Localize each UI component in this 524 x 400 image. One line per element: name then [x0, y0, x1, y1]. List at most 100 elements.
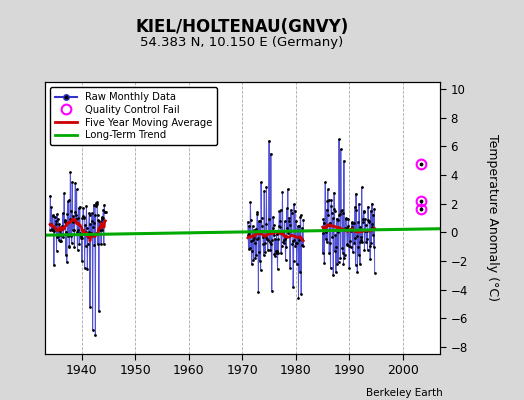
Point	[101, 209, 109, 215]
Point	[269, 222, 278, 228]
Point	[100, 202, 108, 208]
Point	[363, 247, 372, 253]
Point	[69, 219, 77, 225]
Point	[50, 262, 58, 268]
Point	[261, 249, 269, 256]
Point	[333, 228, 342, 235]
Point	[355, 200, 363, 207]
Point	[295, 237, 303, 243]
Point	[256, 258, 264, 264]
Point	[57, 238, 66, 244]
Point	[63, 258, 71, 265]
Point	[363, 235, 371, 242]
Point	[323, 198, 332, 204]
Point	[250, 240, 259, 246]
Point	[76, 230, 84, 236]
Point	[85, 212, 94, 218]
Point	[280, 237, 288, 243]
Point	[329, 272, 337, 278]
Point	[350, 220, 358, 226]
Point	[271, 252, 279, 259]
Point	[350, 240, 358, 246]
Point	[360, 246, 368, 253]
Point	[368, 200, 376, 207]
Point	[282, 243, 291, 250]
Point	[93, 200, 101, 207]
Point	[82, 229, 90, 236]
Point	[282, 234, 290, 241]
Point	[259, 234, 267, 240]
Point	[52, 248, 61, 254]
Point	[353, 269, 362, 276]
Point	[81, 243, 90, 249]
Point	[86, 221, 95, 228]
Point	[54, 236, 63, 243]
Point	[285, 218, 293, 224]
Point	[85, 210, 93, 216]
Point	[288, 210, 296, 217]
Point	[75, 203, 84, 210]
Text: KIEL/HOLTENAU(GNVY): KIEL/HOLTENAU(GNVY)	[136, 18, 348, 36]
Point	[67, 233, 75, 239]
Point	[326, 265, 335, 271]
Point	[319, 250, 327, 256]
Point	[333, 215, 341, 222]
Point	[325, 220, 334, 226]
Point	[83, 240, 92, 247]
Point	[370, 269, 379, 276]
Point	[72, 186, 81, 192]
Point	[367, 240, 375, 246]
Point	[323, 239, 331, 246]
Point	[354, 252, 363, 258]
Point	[247, 261, 256, 268]
Point	[268, 224, 277, 231]
Point	[97, 214, 106, 220]
Point	[94, 217, 103, 224]
Point	[337, 207, 346, 214]
Point	[348, 249, 357, 256]
Point	[274, 250, 282, 256]
Point	[358, 218, 367, 225]
Point	[354, 218, 363, 225]
Point	[101, 209, 110, 216]
Point	[97, 241, 105, 247]
Point	[360, 208, 368, 215]
Point	[352, 207, 361, 213]
Point	[48, 213, 57, 219]
Point	[71, 209, 79, 215]
Point	[328, 233, 336, 240]
Point	[342, 216, 350, 222]
Point	[330, 206, 338, 212]
Point	[277, 243, 286, 249]
Point	[281, 236, 289, 242]
Point	[344, 216, 353, 222]
Point	[92, 200, 100, 206]
Point	[77, 232, 85, 239]
Point	[96, 222, 104, 229]
Point	[335, 136, 343, 142]
Point	[327, 203, 335, 210]
Point	[276, 218, 284, 224]
Point	[62, 229, 71, 235]
Point	[268, 237, 276, 243]
Point	[255, 249, 264, 256]
Point	[344, 223, 352, 230]
Point	[345, 265, 354, 271]
Point	[263, 236, 271, 243]
Point	[353, 233, 361, 239]
Point	[247, 238, 256, 244]
Point	[51, 214, 59, 220]
Point	[340, 158, 348, 164]
Point	[60, 219, 69, 225]
Point	[340, 260, 348, 267]
Point	[357, 234, 365, 240]
Point	[290, 237, 299, 244]
Point	[90, 220, 98, 226]
Text: 54.383 N, 10.150 E (Germany): 54.383 N, 10.150 E (Germany)	[140, 36, 344, 49]
Point	[336, 211, 344, 218]
Point	[57, 232, 65, 238]
Point	[294, 223, 302, 230]
Point	[67, 208, 75, 214]
Point	[250, 235, 258, 241]
Point	[59, 234, 68, 240]
